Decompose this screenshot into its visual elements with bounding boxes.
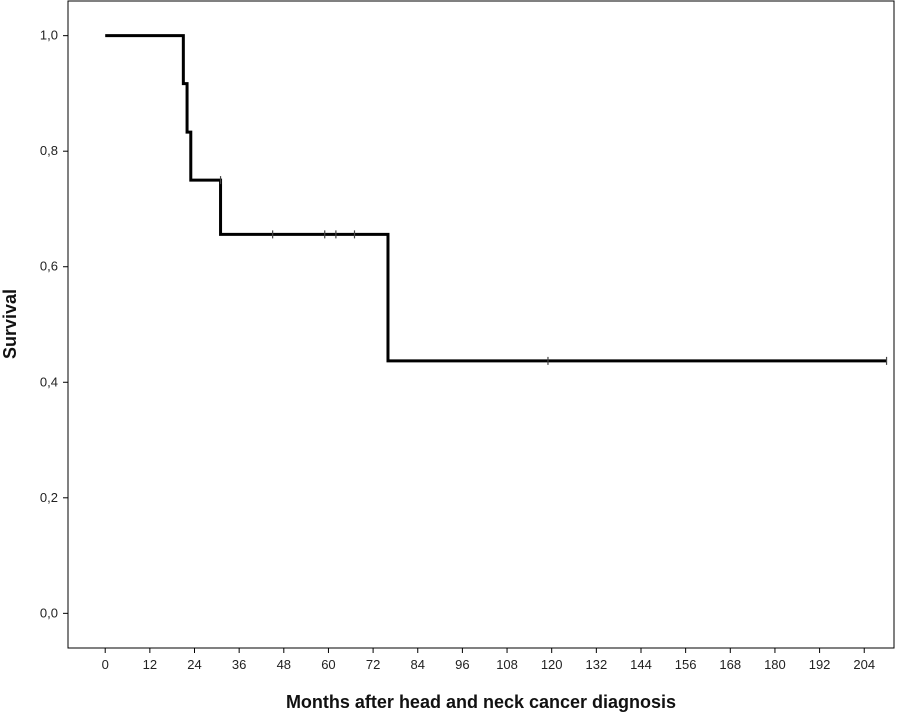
x-tick-label: 108 xyxy=(496,657,518,672)
plot-lines xyxy=(105,34,887,363)
x-tick-label: 204 xyxy=(853,657,875,672)
survival-curve xyxy=(105,34,887,363)
x-tick-label: 48 xyxy=(277,657,291,672)
x-tick-label: 192 xyxy=(809,657,831,672)
y-tick-label: 0,2 xyxy=(40,490,58,505)
y-tick-label: 0,0 xyxy=(40,605,58,620)
x-tick-label: 24 xyxy=(187,657,201,672)
x-tick-label: 36 xyxy=(232,657,246,672)
x-tick-label: 144 xyxy=(630,657,652,672)
x-axis-title: Months after head and neck cancer diagno… xyxy=(286,692,676,712)
x-tick-label: 60 xyxy=(321,657,335,672)
y-axis: 0,0 0,2 0,4 0,6 0,8 1,0 xyxy=(40,28,68,620)
x-axis: 0 12 24 36 48 60 72 84 96 108 120 132 144 156 168 180 19… xyxy=(102,648,875,672)
x-tick-label: 72 xyxy=(366,657,380,672)
y-tick-label: 1,0 xyxy=(40,28,58,43)
y-tick-label: 0,4 xyxy=(40,374,58,389)
x-tick-label: 0 xyxy=(102,657,109,672)
x-tick-label: 84 xyxy=(411,657,425,672)
x-tick-label: 180 xyxy=(764,657,786,672)
x-tick-label: 120 xyxy=(541,657,563,672)
x-tick-label: 156 xyxy=(675,657,697,672)
plot-frame xyxy=(67,0,895,649)
y-axis-title: Survival xyxy=(0,289,20,359)
y-tick-label: 0,8 xyxy=(40,143,58,158)
x-tick-label: 132 xyxy=(585,657,607,672)
x-tick-label: 12 xyxy=(143,657,157,672)
x-tick-label: 168 xyxy=(719,657,741,672)
x-tick-label: 96 xyxy=(455,657,469,672)
y-tick-label: 0,6 xyxy=(40,259,58,274)
censor-marks xyxy=(219,176,888,365)
